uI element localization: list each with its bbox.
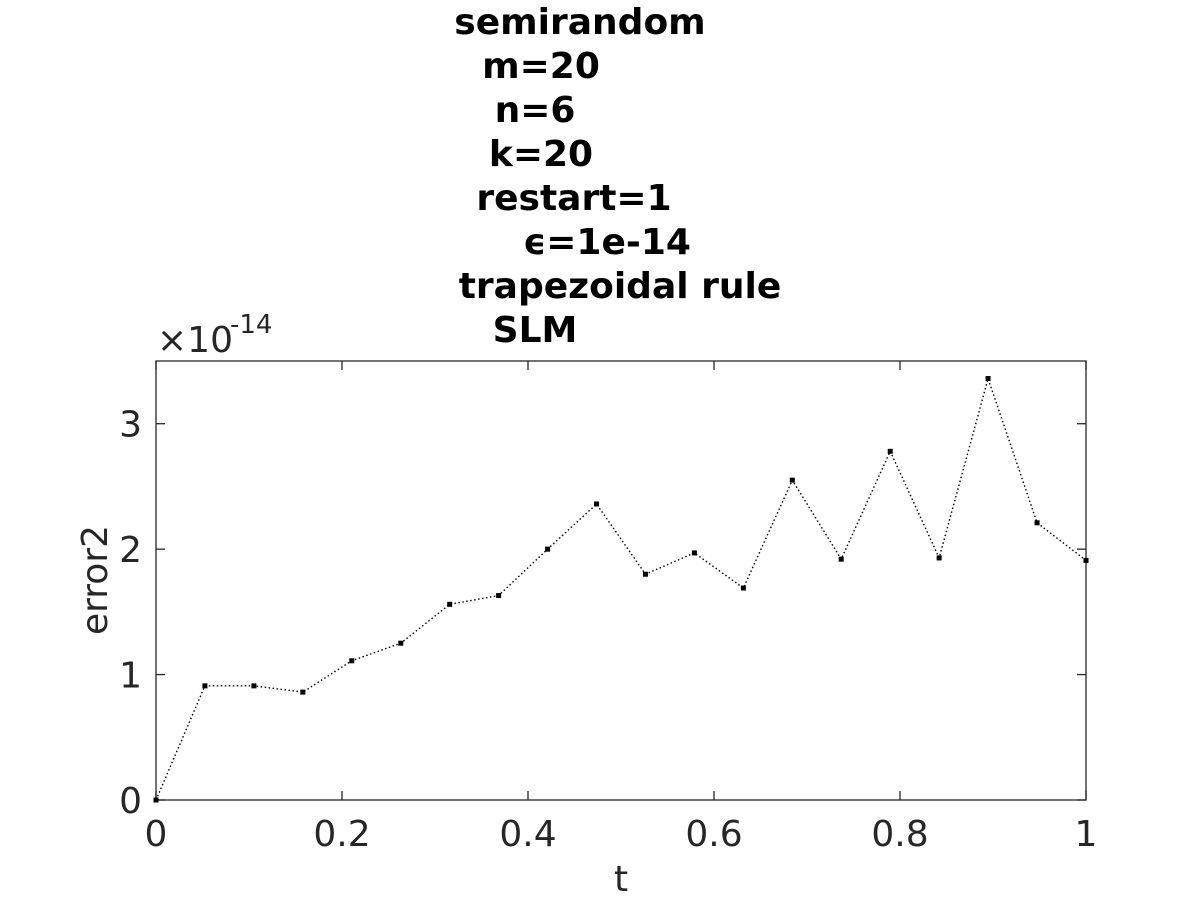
x-tick-label: 0.4	[499, 814, 556, 855]
y-tick-label: 3	[119, 405, 142, 446]
title-line: restart=1	[476, 178, 671, 219]
data-point	[251, 683, 257, 689]
y-tick-label: 2	[119, 530, 142, 571]
data-point	[447, 601, 453, 607]
data-point	[985, 376, 991, 382]
data-point	[349, 658, 355, 664]
data-point	[202, 683, 208, 689]
title-line: m=20	[482, 46, 600, 87]
title-line: SLM	[493, 310, 578, 351]
x-tick-label: 0.8	[871, 814, 928, 855]
title-line: ϵ=1e-14	[523, 222, 691, 263]
y-tick-label: 1	[119, 656, 142, 697]
data-point	[1083, 557, 1089, 563]
data-point	[642, 571, 648, 577]
data-point	[300, 689, 306, 695]
data-point	[1034, 520, 1040, 526]
data-point	[398, 640, 404, 646]
data-point	[691, 550, 697, 556]
plot-area	[155, 360, 1087, 801]
data-point	[545, 546, 551, 552]
data-point	[496, 593, 502, 599]
x-axis-label: t	[614, 859, 628, 900]
x-tick-label: 1	[1075, 814, 1098, 855]
title-line: n=6	[495, 90, 576, 131]
title-line: k=20	[489, 134, 593, 175]
axis-ticks	[155, 361, 1087, 801]
title-line: semirandom	[454, 2, 705, 43]
chart-title: semirandomm=20n=6k=20restart=1ϵ=1e-14tra…	[454, 2, 781, 351]
tick-labels: 0 0.2 0.4 0.6 0.8 1 0 1 2 3	[119, 405, 1097, 855]
x-tick-label: 0.6	[685, 814, 742, 855]
y-exponent-power: -14	[230, 310, 272, 340]
y-exponent-base: ×10	[157, 320, 233, 361]
x-tick-label: 0	[145, 814, 168, 855]
y-tick-label: 0	[119, 781, 142, 822]
x-tick-label: 0.2	[313, 814, 370, 855]
data-point	[594, 501, 600, 507]
y-axis-label: error2	[75, 525, 116, 635]
title-line: trapezoidal rule	[459, 266, 782, 307]
data-series	[153, 376, 1089, 803]
data-point	[887, 448, 893, 454]
data-point	[936, 555, 942, 561]
y-axis-exponent: ×10 -14	[157, 310, 272, 361]
data-point	[740, 585, 746, 591]
data-point	[838, 556, 844, 562]
data-point	[789, 477, 795, 483]
data-point	[153, 797, 159, 803]
series-line	[155, 376, 1087, 801]
